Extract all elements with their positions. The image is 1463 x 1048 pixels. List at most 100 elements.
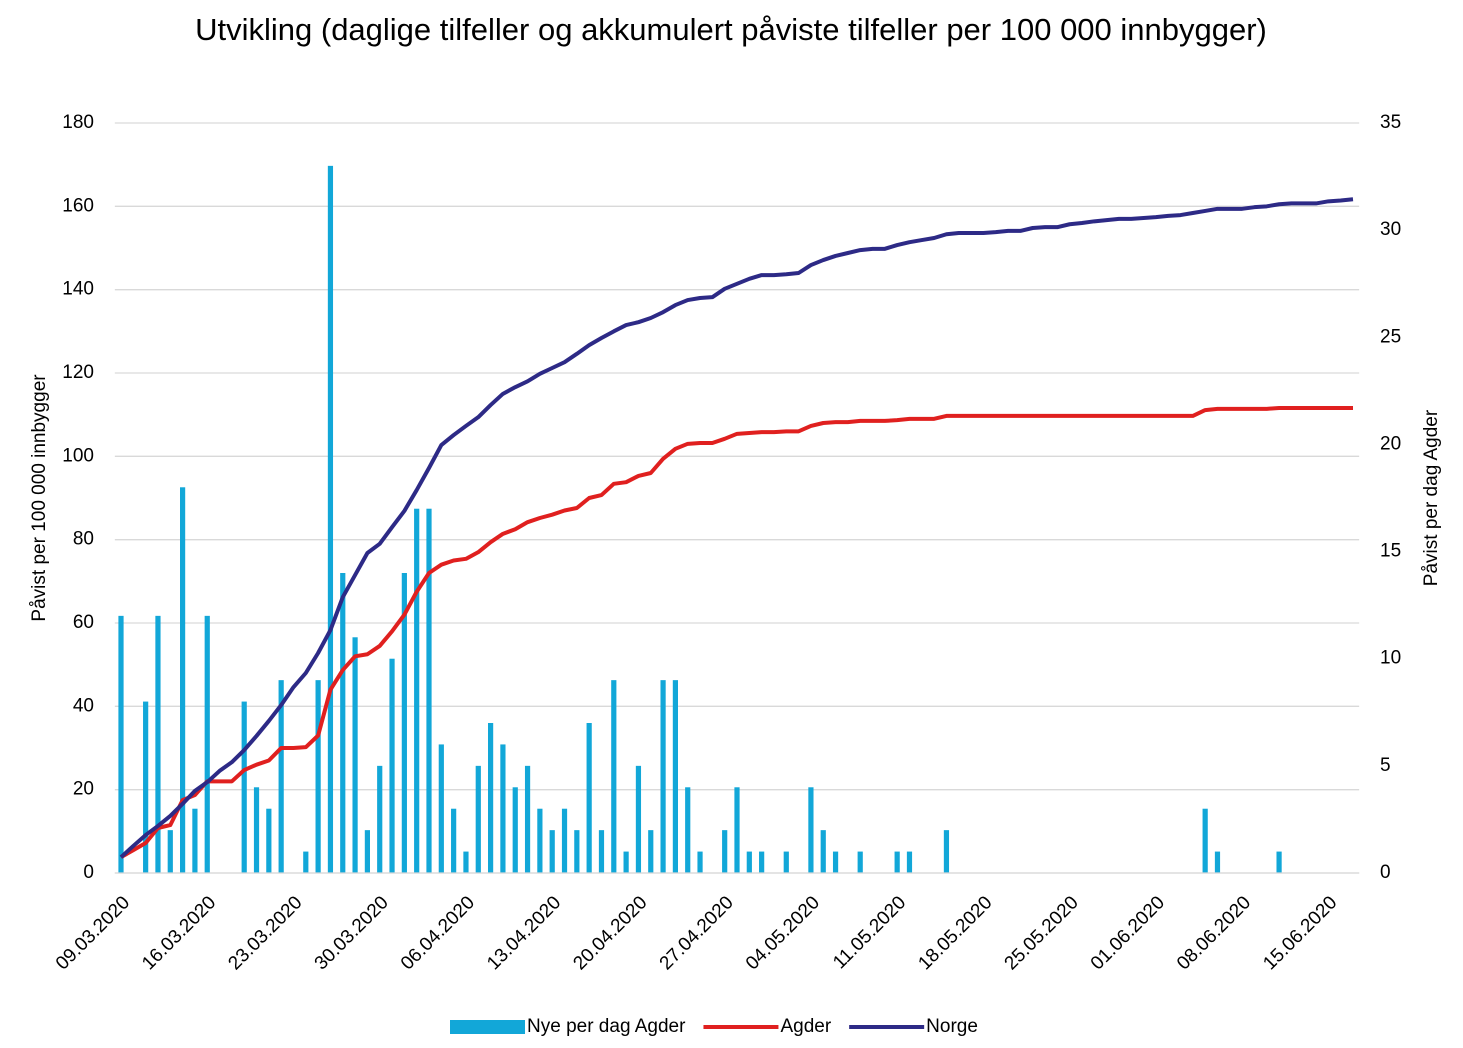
bar — [1214, 851, 1221, 873]
bar — [648, 830, 654, 873]
bar — [180, 487, 186, 873]
y-tick-label: 120 — [62, 362, 94, 383]
bar — [598, 830, 605, 873]
bar — [340, 573, 346, 873]
bar — [660, 680, 666, 873]
bar — [894, 851, 900, 873]
y2-tick-label: 30 — [1380, 219, 1401, 240]
bar — [389, 658, 395, 873]
bar — [820, 830, 826, 873]
bar — [734, 787, 740, 873]
y2-tick-label: 20 — [1380, 433, 1401, 454]
bar — [414, 508, 420, 873]
bar — [475, 765, 481, 873]
chart-title: Utvikling (daglige tilfeller og akkumule… — [195, 12, 1267, 47]
bar — [635, 765, 642, 873]
bar — [401, 573, 407, 873]
bar — [537, 808, 543, 873]
y-tick-label: 0 — [83, 862, 94, 883]
x-tick-label: 23.03.2020 — [224, 892, 306, 974]
line — [119, 197, 1354, 859]
bar — [266, 808, 272, 873]
bar — [118, 615, 124, 873]
bar — [512, 787, 518, 873]
bar — [746, 851, 752, 873]
y-tick-label: 20 — [73, 779, 94, 800]
bar — [352, 637, 358, 873]
y-tick-label: 60 — [73, 612, 94, 633]
bar — [561, 808, 568, 873]
bar — [500, 744, 506, 873]
x-tick-label: 30.03.2020 — [311, 892, 393, 974]
bar — [278, 680, 284, 873]
bar — [524, 765, 531, 873]
line — [120, 406, 1353, 859]
bar — [832, 851, 839, 873]
legend-label: Nye per dag Agder — [527, 1016, 686, 1037]
bar — [586, 723, 592, 873]
bar — [549, 830, 555, 873]
y-axis-label: Påvist per 100 000 innbygger — [29, 374, 50, 622]
bar — [155, 615, 161, 873]
bar — [808, 787, 814, 873]
y2-tick-label: 0 — [1380, 862, 1391, 883]
bar — [685, 787, 691, 873]
x-tick-label: 09.03.2020 — [52, 892, 134, 974]
bar — [253, 787, 260, 873]
bar — [1202, 808, 1208, 873]
y2-axis-label: Påvist per dag Agder — [1421, 409, 1442, 586]
x-tick-label: 11.05.2020 — [829, 892, 910, 973]
bar — [451, 808, 457, 873]
bar — [906, 851, 913, 873]
x-tick-label: 15.06.2020 — [1259, 892, 1341, 974]
y-tick-label: 140 — [62, 279, 94, 300]
bar — [303, 851, 309, 873]
bar — [857, 851, 863, 873]
y2-tick-label: 35 — [1380, 112, 1401, 133]
bar — [672, 680, 678, 873]
bar — [143, 701, 149, 873]
bar — [315, 680, 321, 873]
bar — [574, 830, 580, 873]
x-tick-label: 25.05.2020 — [1001, 892, 1083, 974]
x-tick-label: 01.06.2020 — [1087, 892, 1169, 974]
y-tick-label: 180 — [62, 112, 94, 133]
bar — [623, 851, 629, 873]
x-tick-label: 27.04.2020 — [656, 892, 738, 974]
bar — [943, 830, 950, 873]
bar — [611, 680, 617, 873]
legend-swatch — [450, 1020, 525, 1034]
y2-tick-label: 15 — [1380, 541, 1401, 562]
y2-tick-label: 5 — [1380, 755, 1391, 776]
x-tick-label: 04.05.2020 — [742, 892, 824, 974]
bar — [463, 851, 469, 873]
bar — [759, 851, 765, 873]
x-tick-label: 20.04.2020 — [569, 892, 651, 974]
bar — [364, 830, 370, 873]
x-tick-label: 06.04.2020 — [397, 892, 479, 974]
bar — [204, 615, 210, 873]
bar — [722, 830, 728, 873]
bar — [697, 851, 703, 873]
y-tick-label: 80 — [73, 529, 94, 550]
bar — [327, 165, 334, 873]
y2-tick-label: 10 — [1380, 648, 1401, 669]
y-tick-label: 100 — [62, 445, 94, 466]
bar — [167, 830, 173, 873]
bar — [488, 723, 494, 873]
bar — [426, 508, 432, 873]
bar — [438, 744, 444, 873]
legend-label: Norge — [926, 1016, 978, 1037]
y2-tick-label: 25 — [1380, 326, 1401, 347]
bar — [783, 851, 789, 873]
x-tick-label: 08.06.2020 — [1173, 892, 1255, 974]
y-tick-label: 40 — [73, 695, 94, 716]
bar — [1276, 851, 1282, 873]
bar — [377, 765, 383, 873]
x-tick-label: 13.04.2020 — [483, 892, 565, 974]
legend-label: Agder — [780, 1016, 831, 1037]
y-tick-label: 160 — [62, 195, 94, 216]
x-tick-label: 16.03.2020 — [138, 892, 220, 974]
